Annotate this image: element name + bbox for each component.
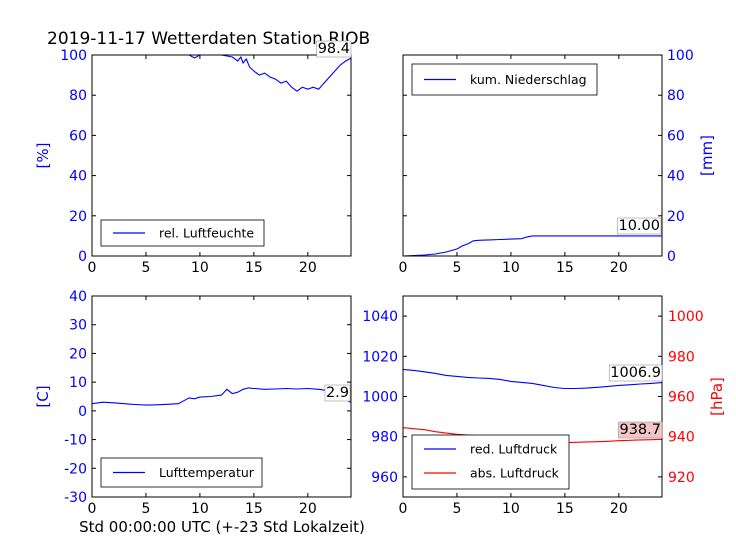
y-tick-label: 1000 xyxy=(362,390,398,406)
value-label-box xyxy=(324,384,351,402)
y-tick-label: 20 xyxy=(69,346,87,362)
panel-temperature: 0 5 10 15 20 -30 -20 -10 0 10 20 30 40 [C] Lufttempera… xyxy=(34,289,352,517)
x-tick-label: 15 xyxy=(556,501,574,517)
legend-entry: kum. Niederschlag xyxy=(470,72,587,87)
legend: Lufttemperatur xyxy=(100,457,263,488)
axes-frame xyxy=(91,295,352,498)
value-label: 938.7 xyxy=(619,422,661,438)
y-tick-label: 1040 xyxy=(362,309,398,325)
legend-entry: Lufttemperatur xyxy=(159,465,255,480)
x-tick-label: 20 xyxy=(299,260,317,276)
y-right-tick-label: 960 xyxy=(668,390,695,406)
y-tick-label: 40 xyxy=(69,289,87,305)
y-tick-label: 1020 xyxy=(362,349,398,365)
axes-frame xyxy=(91,54,352,257)
value-label-box xyxy=(316,40,352,58)
axes-frame xyxy=(402,54,663,257)
x-tick-label: 15 xyxy=(245,260,263,276)
y-tick-label: 30 xyxy=(69,318,87,334)
x-tick-label: 20 xyxy=(299,501,317,517)
y-tick-label: 60 xyxy=(69,128,87,144)
figure-title: 2019-11-17 Wetterdaten Station RJOB xyxy=(47,29,370,49)
legend-entry: red. Luftdruck xyxy=(470,442,558,457)
legend: red. Luftdruck abs. Luftdruck xyxy=(411,434,570,490)
y-axis-label: [%] xyxy=(34,143,52,169)
legend: rel. Luftfeuchte xyxy=(100,219,265,247)
x-tick-label: 10 xyxy=(191,501,209,517)
value-label-box xyxy=(617,217,662,235)
y-tick-label: 960 xyxy=(371,470,398,486)
x-tick-label: 15 xyxy=(556,260,574,276)
y-tick-label: -20 xyxy=(64,461,87,477)
legend-entry: rel. Luftfeuchte xyxy=(159,226,254,241)
y-axis-label: [C] xyxy=(34,385,52,407)
y-tick-label: 0 xyxy=(78,249,87,265)
y-right-tick-label: 980 xyxy=(668,349,695,365)
y-tick-label: -10 xyxy=(64,433,87,449)
panel-humidity: 0 5 10 15 20 0 20 40 60 80 100 [%] rel. Luftfeuchte 9… xyxy=(34,40,352,276)
y-tick-label: 80 xyxy=(667,88,685,104)
y-tick-label: 60 xyxy=(667,128,685,144)
y-right-tick-label: 940 xyxy=(668,430,695,446)
legend-entry: abs. Luftdruck xyxy=(470,466,560,481)
panel-pressure: 0 5 10 15 20 960 980 1000 1020 1040 920 940 960 980 10… xyxy=(362,295,726,517)
value-label: 10.00 xyxy=(618,218,660,234)
x-tick-label: 15 xyxy=(245,501,263,517)
y-axis-label: [hPa] xyxy=(708,377,726,416)
y-tick-label: 980 xyxy=(371,430,398,446)
y-tick-label: 40 xyxy=(667,169,685,185)
x-tick-label: 0 xyxy=(399,260,408,276)
panel-precipitation: 0 5 10 15 20 0 20 40 60 80 100 [mm] kum. Niederschla… xyxy=(399,48,716,276)
legend-box xyxy=(411,434,570,490)
y-tick-label: -30 xyxy=(64,490,87,506)
y-tick-label: 10 xyxy=(69,375,87,391)
x-tick-label: 5 xyxy=(452,501,461,517)
x-tick-label: 10 xyxy=(502,260,520,276)
y-tick-label: 100 xyxy=(60,48,87,64)
x-tick-label: 10 xyxy=(502,501,520,517)
series-line-pressure-0 xyxy=(403,368,662,390)
x-tick-label: 20 xyxy=(610,260,628,276)
y-tick-label: 20 xyxy=(69,209,87,225)
y-right-tick-label: 920 xyxy=(668,470,695,486)
series-line-humidity-0 xyxy=(92,55,351,92)
x-tick-label: 5 xyxy=(452,260,461,276)
y-tick-label: 0 xyxy=(78,404,87,420)
y-tick-label: 100 xyxy=(667,48,694,64)
value-label: 1006.9 xyxy=(610,365,661,381)
y-tick-label: 20 xyxy=(667,209,685,225)
x-tick-label: 0 xyxy=(88,501,97,517)
x-tick-label: 10 xyxy=(191,260,209,276)
series-line-precipitation-0 xyxy=(403,235,662,256)
value-label-box xyxy=(618,421,663,439)
y-right-tick-label: 1000 xyxy=(668,309,704,325)
value-label-box xyxy=(608,364,663,382)
value-label: 98.4 xyxy=(318,41,350,57)
y-axis-label: [mm] xyxy=(698,135,716,176)
x-axis-label: Std 00:00:00 UTC (+-23 Std Lokalzeit) xyxy=(79,518,365,536)
y-tick-label: 80 xyxy=(69,88,87,104)
x-tick-label: 0 xyxy=(88,260,97,276)
x-tick-label: 0 xyxy=(399,501,408,517)
series-line-temperature-0 xyxy=(92,387,351,406)
x-tick-label: 5 xyxy=(141,501,150,517)
y-tick-label: 40 xyxy=(69,169,87,185)
legend: kum. Niederschlag xyxy=(411,63,598,96)
value-label: 2.9 xyxy=(326,385,349,401)
x-tick-label: 5 xyxy=(141,260,150,276)
x-tick-label: 20 xyxy=(610,501,628,517)
y-tick-label: 0 xyxy=(667,249,676,265)
